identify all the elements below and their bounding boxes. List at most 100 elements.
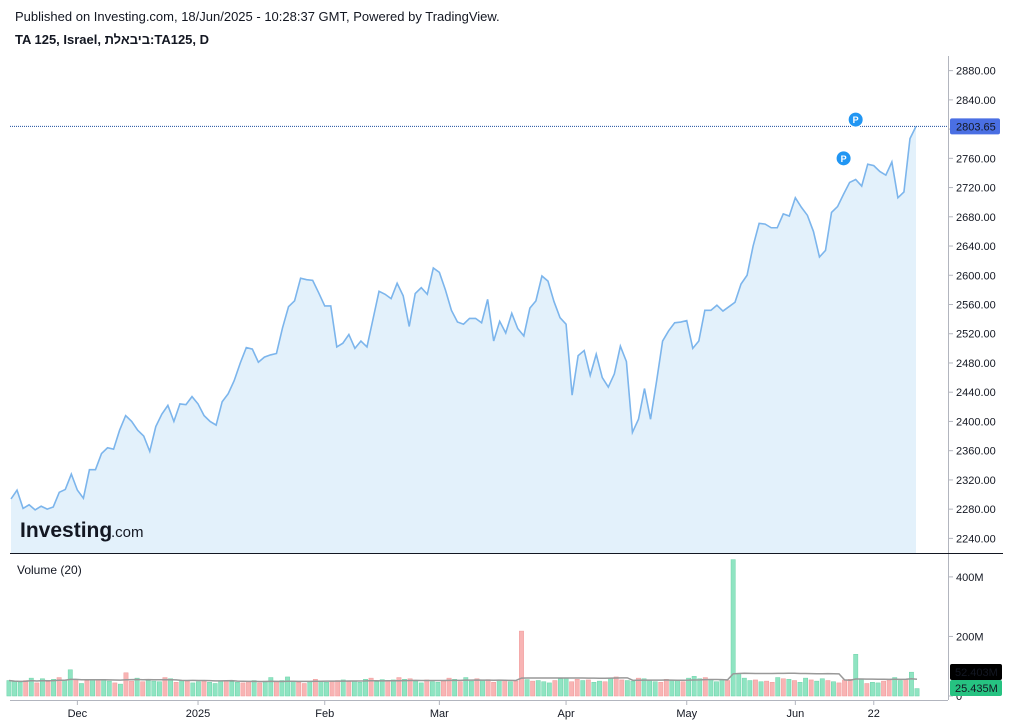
volume-bar: [819, 678, 825, 697]
volume-bar: [714, 681, 719, 697]
volume-bar: [897, 680, 903, 697]
volume-bar: [296, 682, 302, 697]
volume-bar: [831, 681, 836, 697]
volume-bar: [90, 679, 95, 697]
volume-bar: [658, 682, 664, 697]
volume-bar: [892, 677, 898, 697]
volume-bar: [641, 678, 647, 697]
volume-bar: [173, 682, 179, 697]
volume-bar: [84, 680, 90, 697]
price-tick-label: 2840.00: [956, 95, 996, 107]
volume-bar: [134, 677, 140, 697]
volume-bar: [864, 683, 870, 697]
volume-bar: [591, 682, 597, 697]
volume-bar: [792, 680, 797, 697]
volume-bar: [28, 677, 34, 697]
volume-bar: [719, 679, 725, 697]
time-tick-label: 2025: [186, 708, 210, 720]
volume-bar: [268, 677, 274, 697]
p-marker: P: [835, 150, 852, 167]
price-tick-label: 2440.00: [956, 387, 996, 399]
volume-bar: [229, 681, 235, 697]
volume-bar: [753, 679, 758, 697]
volume-bar: [123, 672, 129, 697]
volume-bar: [184, 680, 190, 697]
time-tick-label: Feb: [315, 708, 334, 720]
volume-bar: [157, 681, 162, 697]
volume-bar: [23, 680, 29, 697]
volume-bar: [847, 679, 853, 697]
volume-bar: [101, 679, 107, 697]
svg-text:2803.65: 2803.65: [956, 121, 996, 133]
volume-bar: [368, 677, 374, 697]
volume-bar: [351, 680, 357, 697]
volume-bar: [507, 681, 513, 697]
volume-bar: [903, 679, 909, 697]
volume-bar: [569, 681, 575, 697]
volume-last-label: 25.435M: [955, 683, 998, 695]
volume-bar: [775, 677, 781, 697]
volume-bar: [463, 677, 469, 697]
volume-bar: [769, 682, 775, 697]
last-price-badge: 2803.65: [950, 118, 1000, 135]
volume-bar: [535, 680, 541, 697]
volume-bar: [257, 682, 263, 697]
p-marker-label: P: [853, 115, 859, 125]
volume-tick-label: 400M: [956, 572, 984, 584]
volume-bar: [201, 681, 207, 697]
volume-bar: [329, 681, 335, 697]
volume-bar: [385, 680, 391, 697]
markers: PP: [835, 111, 864, 167]
volume-bar: [552, 680, 558, 697]
volume-bar: [474, 678, 480, 697]
volume-bar: [691, 676, 697, 697]
price-tick-label: 2400.00: [956, 416, 996, 428]
volume-bar: [663, 679, 669, 697]
volume-bar: [312, 679, 318, 697]
volume-bar: [446, 677, 452, 697]
volume-bar: [741, 677, 747, 697]
volume-bar: [95, 679, 101, 697]
price-tick-label: 2880.00: [956, 66, 996, 78]
volume-bar: [106, 680, 112, 697]
price-tick-label: 2720.00: [956, 183, 996, 195]
p-marker-label: P: [841, 154, 847, 164]
investing-logo: Investing .com: [20, 519, 144, 542]
volume-bar: [886, 679, 892, 697]
volume-bar: [207, 682, 212, 697]
volume-bar: [725, 680, 731, 697]
volume-bar: [803, 677, 808, 697]
volume-bar: [346, 681, 352, 697]
volume-bar: [363, 679, 368, 697]
volume-bar: [825, 680, 831, 697]
volume-bar: [914, 688, 920, 697]
price-tick-label: 2600.00: [956, 270, 996, 282]
volume-bar: [273, 680, 279, 697]
price-axis: 2240.00 2280.00 2320.00 2360.00 2400.00 2440.…: [948, 66, 996, 545]
volume-bar: [223, 680, 229, 697]
volume-bar: [519, 630, 524, 697]
price-tick-label: 2480.00: [956, 358, 996, 370]
volume-bar: [881, 680, 886, 697]
volume-bar: [558, 678, 563, 697]
volume-bar: [379, 679, 385, 697]
logo-text: Investing: [20, 519, 112, 542]
volume-ma-label: 52.403M: [955, 667, 998, 679]
volume-bars: [6, 559, 920, 697]
volume-bar: [279, 680, 285, 697]
volume-bar: [613, 676, 619, 697]
volume-bar: [218, 680, 224, 697]
volume-bar: [630, 680, 636, 697]
volume-bar: [318, 680, 324, 697]
volume-axis: 0 200M 400M: [948, 572, 984, 703]
volume-bar: [541, 681, 547, 697]
volume-bar: [480, 680, 485, 697]
volume-bar: [530, 680, 536, 697]
time-tick-label: Jun: [786, 708, 804, 720]
volume-bar: [234, 682, 240, 697]
volume-bar: [151, 680, 157, 697]
volume-bar: [424, 679, 430, 697]
volume-bar: [702, 677, 708, 697]
volume-bar: [251, 680, 257, 697]
